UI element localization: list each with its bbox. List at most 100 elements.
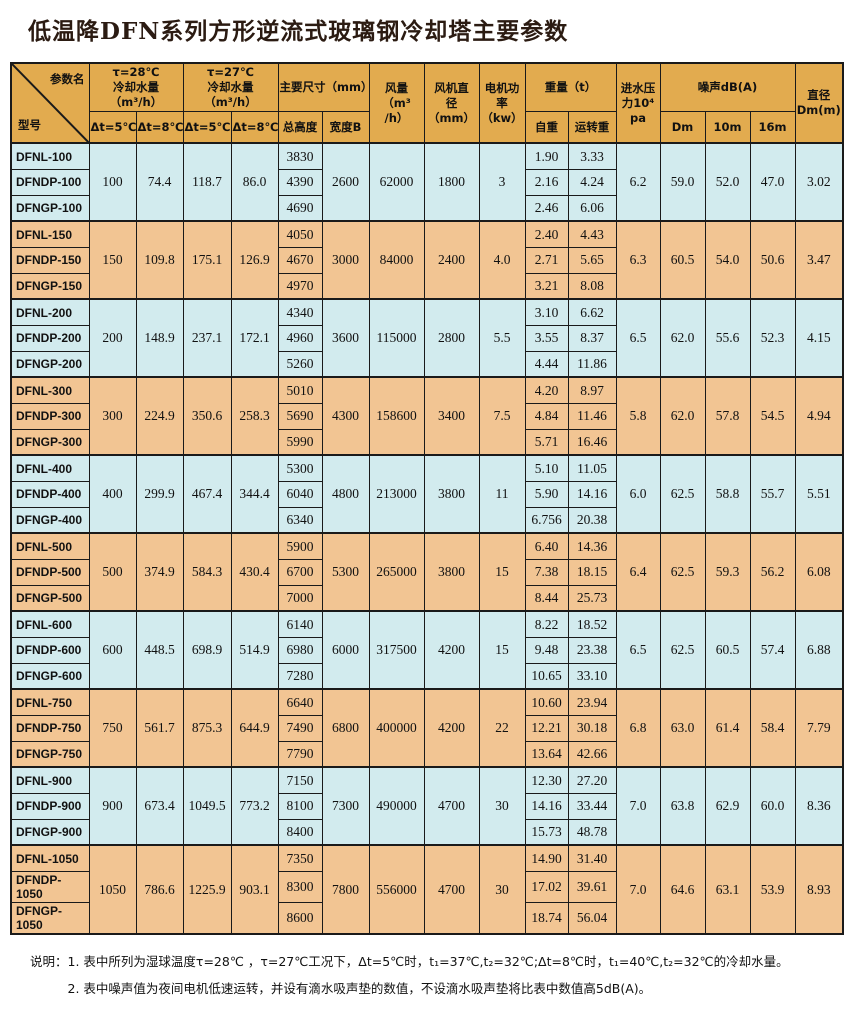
- model-cell: DFNL-300: [10, 376, 90, 404]
- self-weight-cell: 5.90: [524, 480, 569, 508]
- model-cell: DFNGP-300: [10, 428, 90, 456]
- water28-dt8-cell: 299.9: [135, 454, 184, 534]
- self-weight-cell: 4.20: [524, 376, 569, 404]
- noise-10m-cell: 62.9: [704, 766, 751, 846]
- run-weight-cell: 30.18: [567, 714, 617, 742]
- airflow-cell: 400000: [368, 688, 425, 768]
- airflow-cell: 317500: [368, 610, 425, 690]
- water27-dt5-cell: 698.9: [182, 610, 232, 690]
- total-height-cell: 4960: [277, 324, 323, 352]
- diameter-cell: 8.36: [794, 766, 844, 846]
- airflow-header: 风量 （m³ /h）: [368, 62, 425, 144]
- water27-dt8-cell: 514.9: [230, 610, 279, 690]
- dimensions-header: 主要尺寸（mm）: [277, 62, 370, 112]
- total-height-cell: 6040: [277, 480, 323, 508]
- self-weight-cell: 2.16: [524, 168, 569, 196]
- run-weight-cell: 3.33: [567, 142, 617, 170]
- noise-16m-cell: 53.9: [749, 844, 796, 935]
- width-b-cell: 3000: [321, 220, 370, 300]
- water-pressure-cell: 6.4: [615, 532, 661, 612]
- noise-10m-cell: 55.6: [704, 298, 751, 378]
- water28-dt8-cell: 673.4: [135, 766, 184, 846]
- fan-diameter-header: 风机直 径 （mm）: [423, 62, 480, 144]
- water27-dt8-cell: 773.2: [230, 766, 279, 846]
- model-cell: DFNL-900: [10, 766, 90, 794]
- water27-dt5-cell: 584.3: [182, 532, 232, 612]
- noise-16m-cell: 55.7: [749, 454, 796, 534]
- water27-dt5-cell: 118.7: [182, 142, 232, 222]
- water-pressure-cell: 7.0: [615, 844, 661, 935]
- total-height-cell: 8100: [277, 792, 323, 820]
- run-weight-cell: 4.43: [567, 220, 617, 248]
- airflow-cell: 62000: [368, 142, 425, 222]
- motor-power-cell: 11: [478, 454, 526, 534]
- total-height-cell: 7350: [277, 844, 323, 872]
- water28-dt5-cell: 500: [88, 532, 137, 612]
- run-weight-cell: 6.62: [567, 298, 617, 326]
- noise-dm-cell: 63.0: [659, 688, 706, 768]
- self-weight-cell: 3.21: [524, 272, 569, 300]
- self-weight-cell: 6.40: [524, 532, 569, 560]
- run-weight-cell: 8.37: [567, 324, 617, 352]
- total-height-cell: 8400: [277, 818, 323, 846]
- water27-dt8-cell: 86.0: [230, 142, 279, 222]
- model-param-header: 参数名 型号: [10, 62, 90, 144]
- table-row: DFNGP-400 6340 6.756 20.38: [10, 506, 843, 534]
- self-weight-cell: 8.44: [524, 584, 569, 612]
- self-weight-cell: 4.44: [524, 350, 569, 378]
- water-pressure-cell: 6.5: [615, 298, 661, 378]
- model-cell: DFNL-1050: [10, 844, 90, 872]
- table-row: DFNGP-900 8400 15.73 48.78: [10, 818, 843, 846]
- weight-header: 重量（t）: [524, 62, 617, 112]
- self-weight-cell: 14.16: [524, 792, 569, 820]
- water-pressure-cell: 6.8: [615, 688, 661, 768]
- self-weight-cell: 12.30: [524, 766, 569, 794]
- self-weight-cell: 17.02: [524, 870, 569, 903]
- self-weight-cell: 1.90: [524, 142, 569, 170]
- width-b-cell: 5300: [321, 532, 370, 612]
- water27-dt5-cell: 237.1: [182, 298, 232, 378]
- page-title: 低温降DFN系列方形逆流式玻璃钢冷却塔主要参数: [28, 18, 569, 45]
- self-weight-cell: 5.10: [524, 454, 569, 482]
- fan-diameter-cell: 4200: [423, 688, 480, 768]
- total-height-header: 总高度: [277, 110, 323, 144]
- model-cell: DFNDP-100: [10, 168, 90, 196]
- table-row: DFNDP-750 7490 12.21 30.18: [10, 714, 843, 742]
- width-b-cell: 4300: [321, 376, 370, 456]
- run-weight-cell: 5.65: [567, 246, 617, 274]
- fan-diameter-cell: 2800: [423, 298, 480, 378]
- water27-dt8-cell: 903.1: [230, 844, 279, 935]
- total-height-cell: 4970: [277, 272, 323, 300]
- noise-16m-header: 16m: [749, 110, 796, 144]
- total-height-cell: 5690: [277, 402, 323, 430]
- noise-16m-cell: 47.0: [749, 142, 796, 222]
- total-height-cell: 7790: [277, 740, 323, 768]
- run-weight-cell: 14.36: [567, 532, 617, 560]
- noise-10m-cell: 54.0: [704, 220, 751, 300]
- airflow-cell: 115000: [368, 298, 425, 378]
- total-height-cell: 4050: [277, 220, 323, 248]
- self-weight-cell: 14.90: [524, 844, 569, 872]
- motor-power-cell: 5.5: [478, 298, 526, 378]
- table-row: DFNL-900 900 673.4 1049.5 773.2 7150 7300 49000…: [10, 766, 844, 846]
- model-cell: DFNGP-100: [10, 194, 90, 222]
- model-cell: DFNDP-150: [10, 246, 90, 274]
- self-weight-cell: 13.64: [524, 740, 569, 768]
- model-cell: DFNL-200: [10, 298, 90, 326]
- run-weight-cell: 31.40: [567, 844, 617, 872]
- water28-dt5-cell: 1050: [88, 844, 137, 935]
- water-pressure-cell: 6.3: [615, 220, 661, 300]
- self-weight-cell: 4.84: [524, 402, 569, 430]
- width-b-cell: 6000: [321, 610, 370, 690]
- water27-dt5-header: Δt=5℃: [182, 110, 232, 144]
- fan-diameter-cell: 4700: [423, 766, 480, 846]
- width-b-cell: 4800: [321, 454, 370, 534]
- table-body: DFNL-100 100 74.4 118.7 86.0 3830 2600 62000 180…: [10, 142, 844, 935]
- noise-10m-cell: 60.5: [704, 610, 751, 690]
- model-cell: DFNDP-900: [10, 792, 90, 820]
- table-row: DFNGP-500 7000 8.44 25.73: [10, 584, 843, 612]
- water27-dt5-cell: 467.4: [182, 454, 232, 534]
- water27-header: τ=27℃ 冷却水量（m³/h）: [182, 62, 279, 112]
- water28-dt8-cell: 786.6: [135, 844, 184, 935]
- noise-10m-cell: 52.0: [704, 142, 751, 222]
